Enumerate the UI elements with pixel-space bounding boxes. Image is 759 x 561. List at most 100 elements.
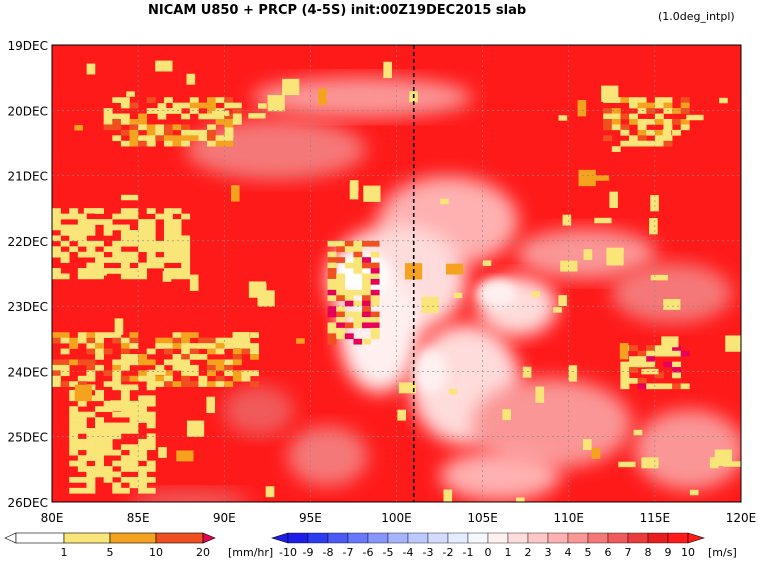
precip-cell [74, 125, 83, 131]
precip-cell [120, 487, 130, 494]
precip-cell [336, 273, 346, 280]
plot-frame [51, 44, 742, 503]
precip-cell [591, 447, 601, 459]
precip-cell [69, 389, 79, 396]
precip-cell [103, 449, 113, 456]
precip-cell [232, 332, 250, 349]
precip-cell [89, 270, 107, 276]
precip-cell [95, 444, 104, 451]
precip-cell [129, 213, 139, 220]
precip-cell [207, 124, 216, 131]
precip-cell [637, 361, 647, 368]
precip-cell [215, 348, 225, 355]
precip-cell [95, 348, 104, 355]
precip-cell [138, 417, 148, 423]
precip-cell [77, 428, 87, 434]
precip-cell [146, 97, 156, 103]
precip-cell [86, 332, 96, 338]
precip-cell [336, 246, 346, 253]
precip-cell [86, 63, 96, 75]
precip-cell [181, 337, 191, 344]
precip-cell [86, 411, 96, 418]
precip-cell [181, 129, 191, 136]
precip-cell [172, 337, 182, 344]
precip-cell [112, 359, 122, 366]
precip-cell [155, 129, 165, 136]
precip-cell [620, 140, 630, 147]
precip-cell [680, 350, 690, 357]
u850-colorbar-label: 0 [485, 546, 492, 559]
u850-colorbar-swatch [627, 532, 649, 544]
precip-cell [138, 135, 148, 142]
precip-cell [232, 108, 242, 114]
precip-cell [224, 337, 234, 344]
precip-cell [95, 343, 104, 349]
precip-cell [86, 251, 96, 258]
precip-cell [232, 102, 242, 109]
grid [52, 45, 741, 502]
x-tick-label: 100E [381, 511, 412, 525]
precip-cell [206, 396, 216, 414]
precip-cell [146, 359, 156, 366]
u850-shade-12 [287, 426, 368, 487]
precip-cell [120, 460, 130, 467]
precip-cell [69, 229, 79, 236]
precip-cell [181, 359, 191, 366]
precip-cell [719, 97, 728, 104]
precip-cell [77, 460, 87, 467]
precip-cell [95, 273, 104, 280]
precip-cell [215, 97, 225, 103]
precip-cell [60, 273, 70, 280]
precip-cell [129, 337, 139, 344]
precip-cell [230, 185, 240, 202]
precip-cell [86, 444, 96, 451]
precip-cell [362, 311, 371, 318]
precip-cell [583, 249, 593, 261]
precip-cell [370, 289, 380, 296]
precip-cell [654, 383, 664, 390]
precip-cell [672, 383, 682, 390]
precip-cell [336, 284, 346, 291]
precip-cell [77, 400, 87, 407]
precip-cell [611, 146, 621, 152]
precip-cell [189, 108, 199, 114]
precip-cell [112, 381, 122, 387]
precip-cell [663, 345, 673, 352]
precip-cell [362, 240, 371, 247]
precip-cell [146, 229, 156, 236]
precip-cell [146, 257, 156, 263]
precip-colorbar-label: 1 [61, 546, 68, 559]
precip-cell [112, 433, 122, 440]
precip-cell [629, 345, 638, 352]
precip-cell [77, 381, 87, 387]
precip-cell [680, 108, 690, 114]
precip-cell [370, 240, 380, 247]
precip-cell [353, 300, 363, 307]
precip-cell [654, 135, 664, 142]
precip-cell [516, 497, 525, 502]
precip-cell [680, 97, 690, 103]
u850-colorbar-swatch [527, 532, 549, 544]
precip-cell [103, 229, 113, 236]
precip-cell [52, 364, 61, 371]
precip-cell [663, 108, 673, 114]
precip-cell [181, 257, 191, 263]
precip-cell [646, 108, 656, 114]
precip-cell [129, 240, 139, 247]
u850-colorbar-swatch [347, 532, 369, 544]
precip-cell [95, 364, 104, 371]
u850-colorbar-label: -4 [403, 546, 414, 559]
precip-cell [52, 332, 61, 338]
precip-cell [77, 273, 87, 280]
precip-cell [138, 124, 148, 131]
precip-cell [112, 487, 122, 494]
precip-cell [120, 411, 130, 418]
precip-cell [370, 333, 380, 340]
precip-cell [258, 103, 267, 109]
precip-cell [86, 348, 96, 355]
u850-shade-11 [439, 450, 560, 501]
precip-cell [120, 337, 130, 344]
precip-cell [112, 411, 122, 418]
precip-cell [620, 129, 630, 136]
